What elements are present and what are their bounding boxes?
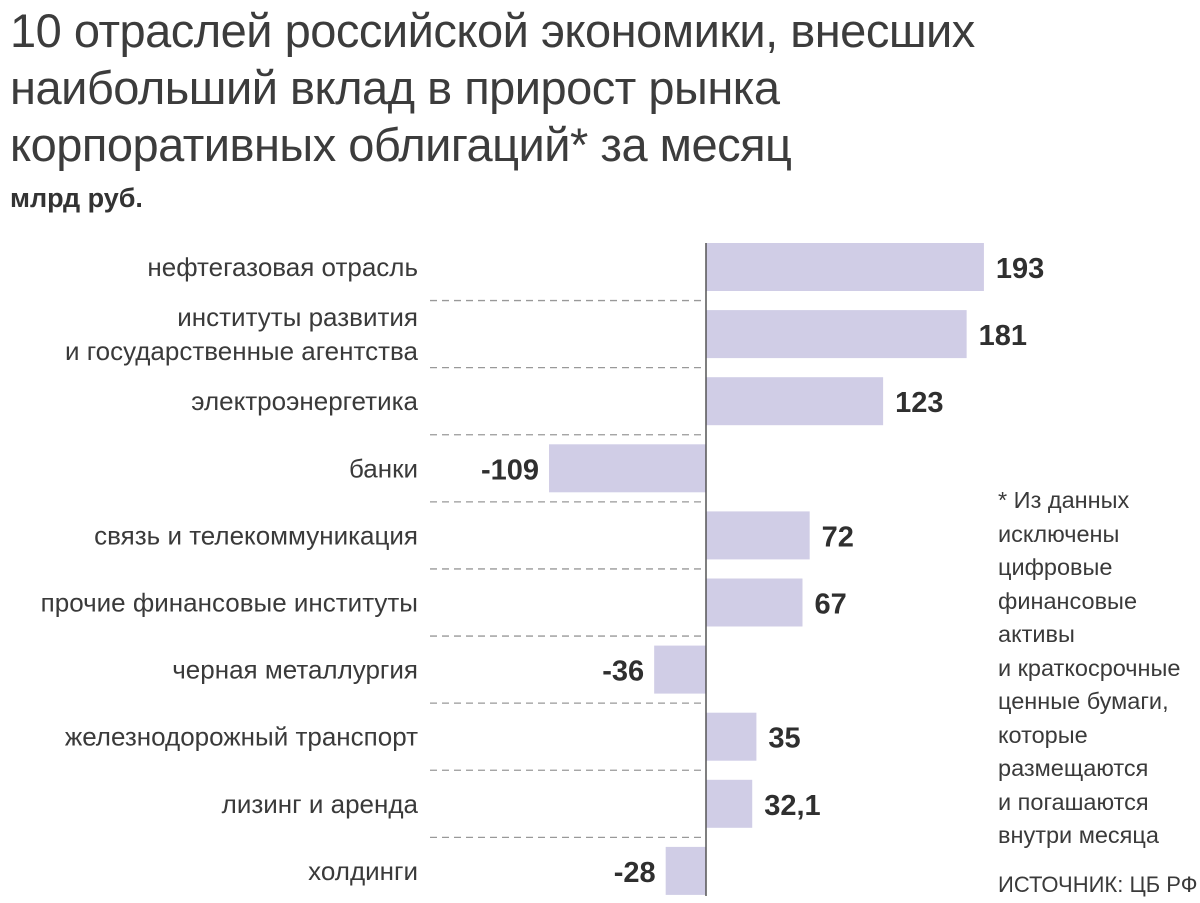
- category-label-7: черная металлургия: [172, 655, 418, 685]
- bar-2: [706, 310, 967, 359]
- value-label-5: 72: [822, 521, 854, 553]
- category-label-8: железнодорожный транспорт: [65, 722, 418, 752]
- footnote-line-5: активы: [998, 621, 1075, 647]
- category-label-5: связь и телекоммуникация: [94, 520, 418, 550]
- units-label: млрд руб.: [10, 183, 143, 213]
- category-label-1: нефтегазовая отрасль: [147, 252, 418, 282]
- footnote-line-6: и краткосрочные: [998, 654, 1181, 681]
- value-label-4: -109: [481, 454, 539, 486]
- category-label-10: холдинги: [308, 856, 418, 886]
- bar-3: [706, 377, 884, 426]
- bar-5: [706, 511, 810, 560]
- bar-7: [654, 645, 706, 694]
- title-line-3: корпоративных облигаций* за месяц: [10, 118, 792, 171]
- title-line-2: наибольший вклад в прирост рынка: [10, 61, 780, 114]
- footnote-line-3: цифровые: [998, 554, 1113, 580]
- footnote-line-9: размещаются: [998, 755, 1149, 781]
- footnote-line-11: внутри месяца: [998, 822, 1159, 848]
- category-label-2-line-2: и государственные агентства: [65, 336, 419, 366]
- category-label-9: лизинг и аренда: [222, 789, 419, 819]
- footnote: * Из данных исключены цифровые финансовы…: [998, 484, 1198, 853]
- value-label-2: 181: [979, 320, 1027, 352]
- value-label-6: 67: [814, 589, 846, 621]
- value-label-10: -28: [614, 857, 656, 889]
- bar-6: [706, 578, 803, 627]
- source-note: ИСТОЧНИК: ЦБ РФ: [998, 872, 1198, 897]
- value-label-8: 35: [768, 723, 800, 755]
- value-label-7: -36: [602, 656, 644, 688]
- category-label-4: банки: [349, 453, 418, 483]
- chart-title: 10 отраслей российской экономики, внесши…: [10, 2, 1190, 173]
- category-label-2-line-1: институты развития: [177, 302, 418, 332]
- footnote-line-4: финансовые: [998, 587, 1138, 614]
- footnote-line-1: * Из данных: [998, 487, 1130, 513]
- category-label-6: прочие финансовые институты: [41, 588, 418, 618]
- footnote-line-10: и погашаются: [998, 788, 1149, 815]
- bar-9: [706, 779, 753, 828]
- footnote-line-7: ценные бумаги,: [998, 688, 1169, 714]
- category-label-3: электроэнергетика: [191, 386, 418, 416]
- footnote-line-2: исключены: [998, 520, 1120, 547]
- footnote-line-8: которые: [998, 721, 1088, 748]
- bar-1: [706, 243, 984, 291]
- title-line-1: 10 отраслей российской экономики, внесши…: [10, 4, 975, 57]
- bar-8: [706, 712, 757, 761]
- bar-10: [665, 846, 706, 895]
- value-label-1: 193: [996, 253, 1044, 285]
- value-label-3: 123: [895, 387, 943, 419]
- value-label-9: 32,1: [764, 790, 820, 822]
- bar-4: [549, 444, 706, 493]
